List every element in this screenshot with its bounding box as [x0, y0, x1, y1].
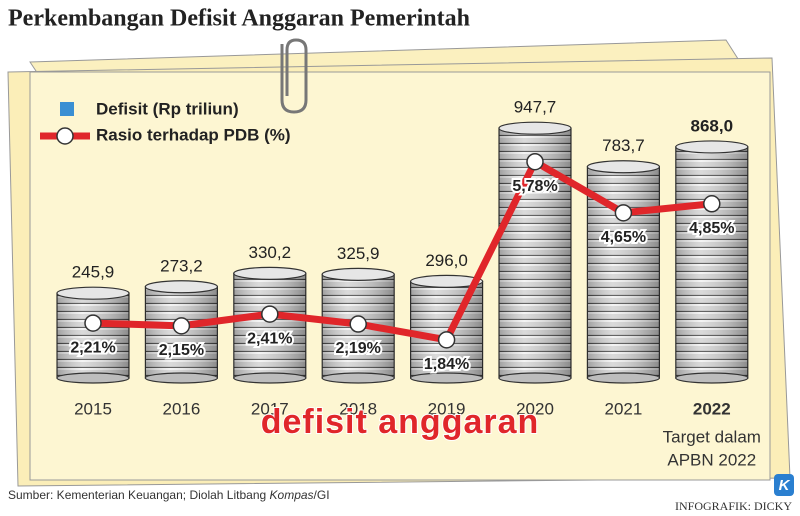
coin-bottom [498, 372, 572, 384]
coin-bottom [321, 372, 395, 384]
coin-top [144, 280, 218, 294]
x-tick-label: 2015 [74, 399, 112, 418]
coin-top [233, 266, 307, 280]
coin-bottom [233, 372, 307, 384]
coin-top [498, 121, 572, 135]
coin-shade [57, 293, 129, 378]
x-tick-label: 2020 [516, 399, 554, 418]
ratio-label: 2,15% [159, 342, 204, 359]
ratio-label: 2,21% [70, 339, 115, 356]
ratio-label: 2,41% [247, 330, 292, 347]
ratio-line [92, 158, 713, 344]
legend-swatch [60, 102, 74, 116]
credit: INFOGRAFIK: DICKY [675, 499, 792, 513]
value-label: 273,2 [160, 256, 203, 275]
source-text: Kompas [270, 488, 314, 502]
legend-marker [56, 127, 74, 145]
x-tick-label: 2022 [693, 399, 731, 418]
coin-top [321, 267, 395, 281]
value-label: 296,0 [425, 251, 468, 270]
ratio-label: 5,78% [512, 178, 557, 195]
ratio-marker [703, 195, 721, 213]
ratio-marker [349, 315, 367, 333]
coin-bottom [586, 372, 661, 384]
ratio-label: 4,85% [689, 220, 734, 237]
value-label: 330,2 [249, 243, 292, 262]
ratio-marker [437, 331, 456, 349]
ratio-marker [84, 314, 102, 332]
source-text: /GI [314, 488, 330, 502]
watermark: defisit anggaran [261, 403, 540, 441]
ratio-marker [172, 317, 191, 335]
category-note: Target dalam [663, 427, 761, 446]
value-label: 325,9 [337, 244, 380, 263]
ratio-label: 1,84% [424, 356, 469, 373]
coin-top [586, 160, 661, 174]
chart-title: Perkembangan Defisit Anggaran Pemerintah [8, 6, 470, 32]
ratio-label: 2,19% [336, 340, 381, 357]
category-note: APBN 2022 [667, 450, 756, 469]
x-tick-label: 2016 [162, 399, 200, 418]
coin-shade [675, 146, 748, 378]
coin-top [675, 140, 749, 154]
x-tick-label: 2017 [251, 399, 289, 418]
coin-bottom [410, 372, 484, 384]
ratio-marker [261, 305, 279, 323]
logo [774, 474, 794, 496]
ratio-marker [526, 152, 544, 171]
coin-bottom [56, 372, 130, 384]
value-label: 868,0 [691, 116, 734, 135]
coin-shade [233, 273, 306, 378]
legend-label: Rasio terhadap PDB (%) [96, 125, 291, 144]
coin-top [56, 286, 130, 300]
coin-bottom [144, 372, 218, 384]
ratio-marker [614, 204, 633, 222]
ratio-label: 4,65% [601, 229, 646, 246]
source-note: Sumber: Kementerian Keuangan; Diolah Lit… [8, 488, 330, 502]
legend-label: Defisit (Rp triliun) [96, 99, 239, 118]
x-tick-label: 2018 [339, 399, 377, 418]
value-label: 783,7 [602, 136, 645, 155]
value-label: 947,7 [514, 98, 557, 117]
source-text: Sumber: Kementerian Keuangan; Diolah Lit… [8, 488, 270, 502]
value-label: 245,9 [72, 263, 115, 282]
x-tick-label: 2021 [604, 399, 642, 418]
coin-bottom [675, 372, 749, 384]
coin-top [410, 274, 484, 289]
logo-text: K [779, 477, 791, 494]
plot: 245,9 273,2 330,2 325,9 296,0 947,7 783,7 868,0… [56, 98, 761, 469]
paper-clip [280, 38, 308, 114]
x-tick-label: 2019 [428, 399, 466, 418]
